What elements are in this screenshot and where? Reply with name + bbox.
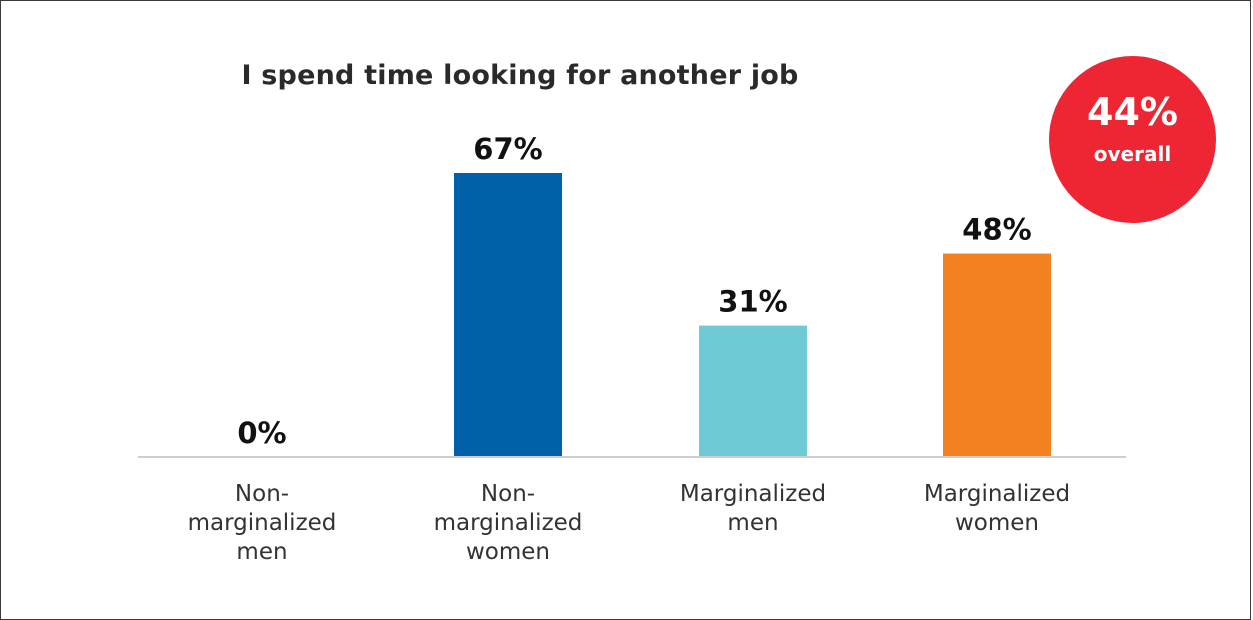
x-tick-label-line: men: [727, 510, 779, 536]
x-tick-label-line: Marginalized: [679, 481, 827, 507]
x-tick-label-line: women: [465, 539, 550, 565]
bar-chart: 0% 67% 31% 48%: [138, 132, 1126, 458]
data-label-3: 31%: [718, 285, 787, 319]
data-label-4: 48%: [962, 213, 1031, 247]
chart-title: I spend time looking for another job: [241, 60, 799, 91]
x-tick-label-line: marginalized: [433, 510, 583, 536]
bar-3: [699, 325, 807, 457]
overall-badge-label: overall: [1093, 142, 1172, 166]
x-tick-label-line: men: [236, 539, 288, 565]
overall-badge: 44% overall: [1049, 56, 1216, 223]
overall-badge-value: 44%: [1087, 90, 1178, 134]
data-label-2: 67%: [473, 132, 542, 166]
bar-2: [454, 173, 562, 457]
x-tick-label-1: Non-marginalized men: [177, 480, 347, 567]
bar-4: [943, 253, 1051, 457]
x-tick-label-3: Marginalized men: [668, 480, 838, 538]
data-label-1: 0%: [237, 416, 286, 450]
x-tick-label-line: marginalized: [187, 510, 337, 536]
x-tick-label-line: women: [954, 510, 1039, 536]
x-tick-label-4: Marginalized women: [912, 480, 1082, 538]
x-tick-label-line: Marginalized: [923, 481, 1071, 507]
x-tick-label-2: Non-marginalized women: [423, 480, 593, 567]
x-tick-label-line: Non-: [480, 481, 536, 507]
x-tick-label-line: Non-: [234, 481, 290, 507]
